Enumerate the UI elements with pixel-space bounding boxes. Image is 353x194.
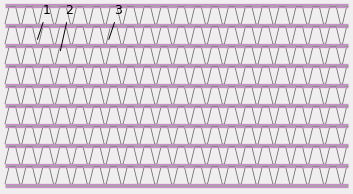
Text: 1: 1 [37,4,51,39]
Text: 2: 2 [60,4,73,51]
Text: 3: 3 [109,4,122,39]
